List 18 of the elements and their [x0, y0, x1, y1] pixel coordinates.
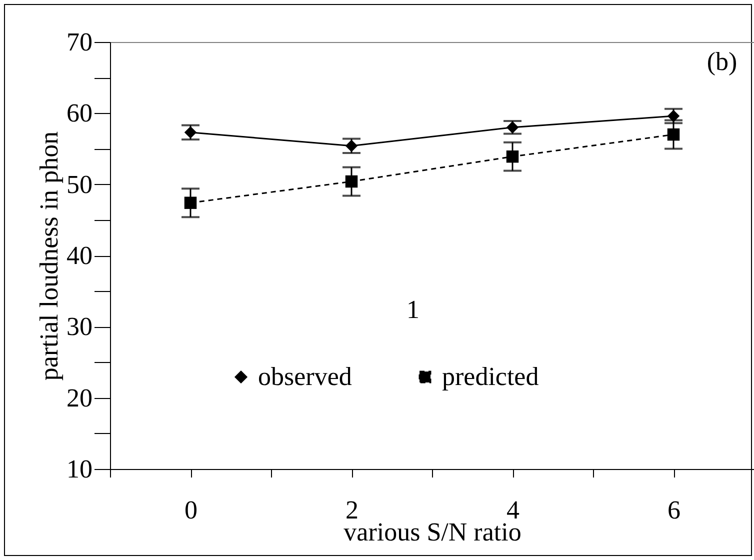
annotation: 1 [406, 295, 420, 324]
x-tick-label: 6 [668, 496, 680, 524]
annotation: (b) [706, 47, 738, 76]
y-tick-label: 60 [66, 98, 92, 128]
y-tick-label: 50 [66, 170, 92, 199]
point [345, 175, 358, 188]
y-tick-label: 70 [66, 28, 92, 56]
x-tick-label: 0 [184, 496, 198, 524]
y-tick-label: 30 [66, 312, 92, 342]
legend-label: predicted [442, 362, 539, 391]
point [506, 150, 519, 163]
y-tick-label: 40 [66, 241, 92, 270]
point [184, 196, 197, 209]
y-tick-label: 10 [66, 454, 92, 484]
y-axis-title: partial loudness in phon [34, 131, 64, 381]
point [667, 128, 680, 141]
legend-label: observed [258, 362, 352, 391]
y-tick-label: 20 [66, 383, 92, 412]
